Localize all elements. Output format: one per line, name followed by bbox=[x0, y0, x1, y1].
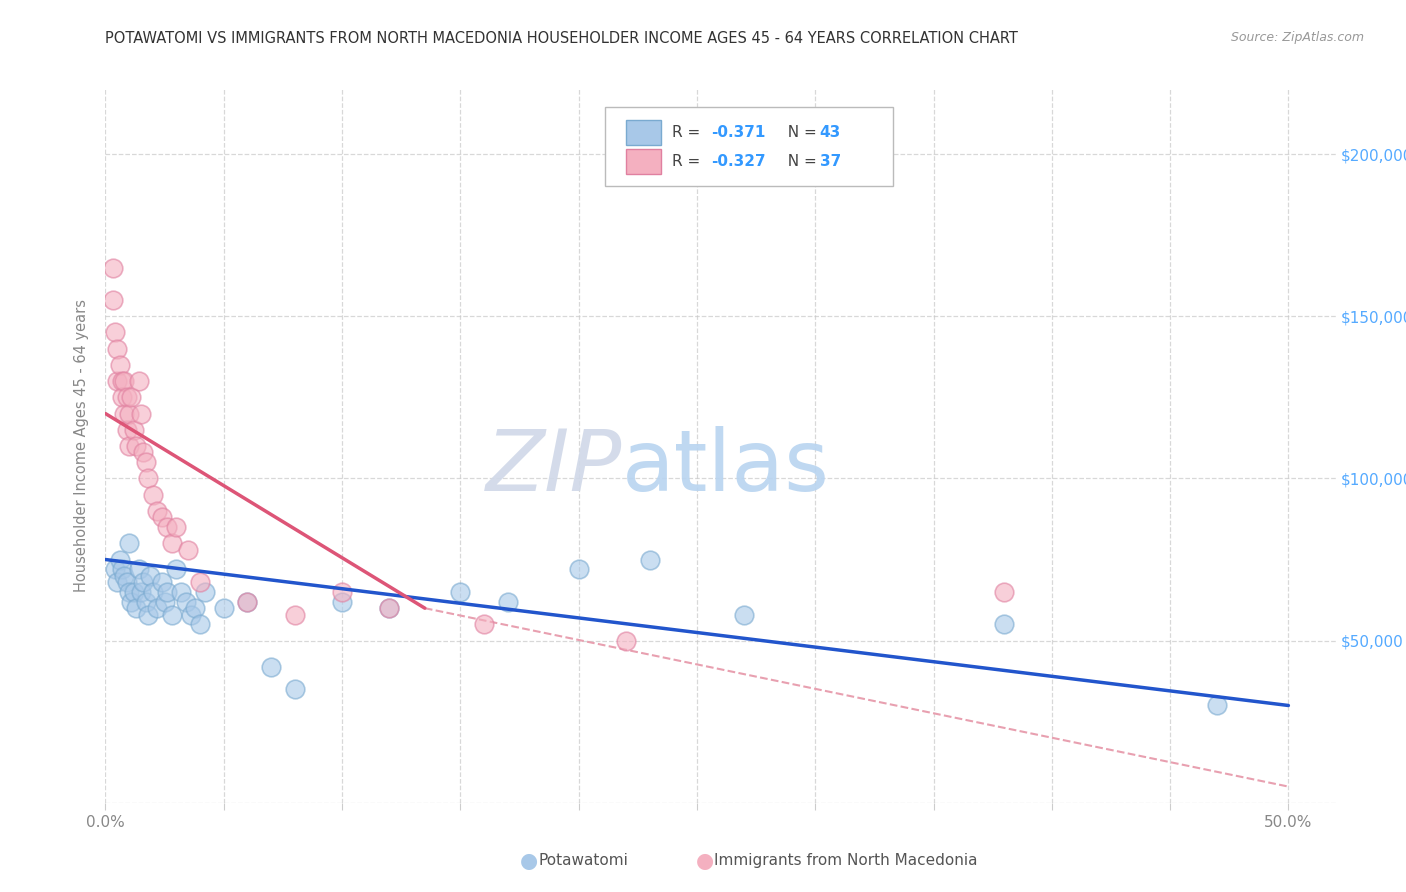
Point bbox=[165, 562, 187, 576]
Point bbox=[449, 585, 471, 599]
Point bbox=[121, 595, 143, 609]
Text: Source: ZipAtlas.com: Source: ZipAtlas.com bbox=[1230, 31, 1364, 45]
Point bbox=[993, 617, 1015, 632]
Point bbox=[284, 682, 307, 697]
Point bbox=[108, 552, 131, 566]
Text: N =: N = bbox=[778, 154, 821, 169]
Point bbox=[132, 445, 155, 459]
Text: 43: 43 bbox=[820, 125, 841, 140]
Point bbox=[177, 542, 200, 557]
Point bbox=[146, 504, 169, 518]
Text: Potawatomi: Potawatomi bbox=[538, 854, 628, 868]
Point bbox=[236, 595, 259, 609]
Point bbox=[112, 568, 135, 582]
Point bbox=[115, 390, 138, 404]
Point bbox=[150, 575, 173, 590]
Point bbox=[378, 601, 401, 615]
Point bbox=[194, 585, 217, 599]
Text: -0.371: -0.371 bbox=[711, 125, 766, 140]
Text: R =: R = bbox=[672, 154, 706, 169]
Point bbox=[129, 585, 152, 599]
Point bbox=[132, 575, 155, 590]
Point bbox=[136, 471, 159, 485]
Point bbox=[638, 552, 661, 566]
Point bbox=[125, 439, 148, 453]
Point bbox=[101, 260, 124, 275]
Point bbox=[160, 607, 183, 622]
Point bbox=[112, 374, 135, 388]
Text: POTAWATOMI VS IMMIGRANTS FROM NORTH MACEDONIA HOUSEHOLDER INCOME AGES 45 - 64 YE: POTAWATOMI VS IMMIGRANTS FROM NORTH MACE… bbox=[105, 31, 1018, 46]
Point bbox=[129, 407, 152, 421]
Point bbox=[236, 595, 259, 609]
Point bbox=[156, 585, 179, 599]
Text: atlas: atlas bbox=[621, 425, 830, 509]
Point bbox=[125, 601, 148, 615]
Point bbox=[122, 423, 145, 437]
Point bbox=[108, 358, 131, 372]
Point bbox=[614, 633, 637, 648]
Point bbox=[128, 374, 150, 388]
Point bbox=[212, 601, 235, 615]
Text: ZIP: ZIP bbox=[486, 425, 621, 509]
Point bbox=[378, 601, 401, 615]
Point bbox=[170, 585, 193, 599]
Point bbox=[180, 607, 202, 622]
Point bbox=[156, 520, 179, 534]
Point bbox=[284, 607, 307, 622]
Point bbox=[472, 617, 495, 632]
Point bbox=[112, 407, 135, 421]
Text: -0.327: -0.327 bbox=[711, 154, 766, 169]
Point bbox=[184, 601, 207, 615]
Point bbox=[150, 510, 173, 524]
Point bbox=[146, 601, 169, 615]
Text: N =: N = bbox=[778, 125, 821, 140]
Point bbox=[122, 585, 145, 599]
Point bbox=[160, 536, 183, 550]
Point bbox=[142, 488, 165, 502]
Point bbox=[153, 595, 176, 609]
Point bbox=[174, 595, 197, 609]
Point bbox=[568, 562, 591, 576]
Point bbox=[135, 455, 157, 469]
Point bbox=[330, 585, 353, 599]
Point bbox=[105, 342, 128, 356]
Point bbox=[118, 536, 141, 550]
Text: ●: ● bbox=[696, 851, 714, 871]
Point bbox=[118, 585, 141, 599]
Text: ●: ● bbox=[520, 851, 538, 871]
Point bbox=[139, 568, 162, 582]
Point bbox=[330, 595, 353, 609]
Point bbox=[104, 562, 127, 576]
Point bbox=[115, 575, 138, 590]
Text: Immigrants from North Macedonia: Immigrants from North Macedonia bbox=[714, 854, 977, 868]
Point bbox=[993, 585, 1015, 599]
Point bbox=[260, 659, 283, 673]
Point bbox=[115, 423, 138, 437]
Point bbox=[165, 520, 187, 534]
Y-axis label: Householder Income Ages 45 - 64 years: Householder Income Ages 45 - 64 years bbox=[75, 300, 90, 592]
Point bbox=[121, 390, 143, 404]
Point bbox=[104, 326, 127, 340]
Point bbox=[1206, 698, 1229, 713]
Point bbox=[111, 390, 134, 404]
Point bbox=[105, 374, 128, 388]
Point bbox=[111, 374, 134, 388]
Point bbox=[118, 439, 141, 453]
Point bbox=[733, 607, 755, 622]
Point bbox=[118, 407, 141, 421]
Point bbox=[128, 562, 150, 576]
Point bbox=[111, 562, 134, 576]
Point bbox=[142, 585, 165, 599]
Text: R =: R = bbox=[672, 125, 706, 140]
Point bbox=[188, 617, 211, 632]
Point bbox=[188, 575, 211, 590]
Point bbox=[136, 607, 159, 622]
Point bbox=[101, 293, 124, 307]
Point bbox=[105, 575, 128, 590]
Point bbox=[135, 595, 157, 609]
Point bbox=[496, 595, 519, 609]
Text: 37: 37 bbox=[820, 154, 841, 169]
